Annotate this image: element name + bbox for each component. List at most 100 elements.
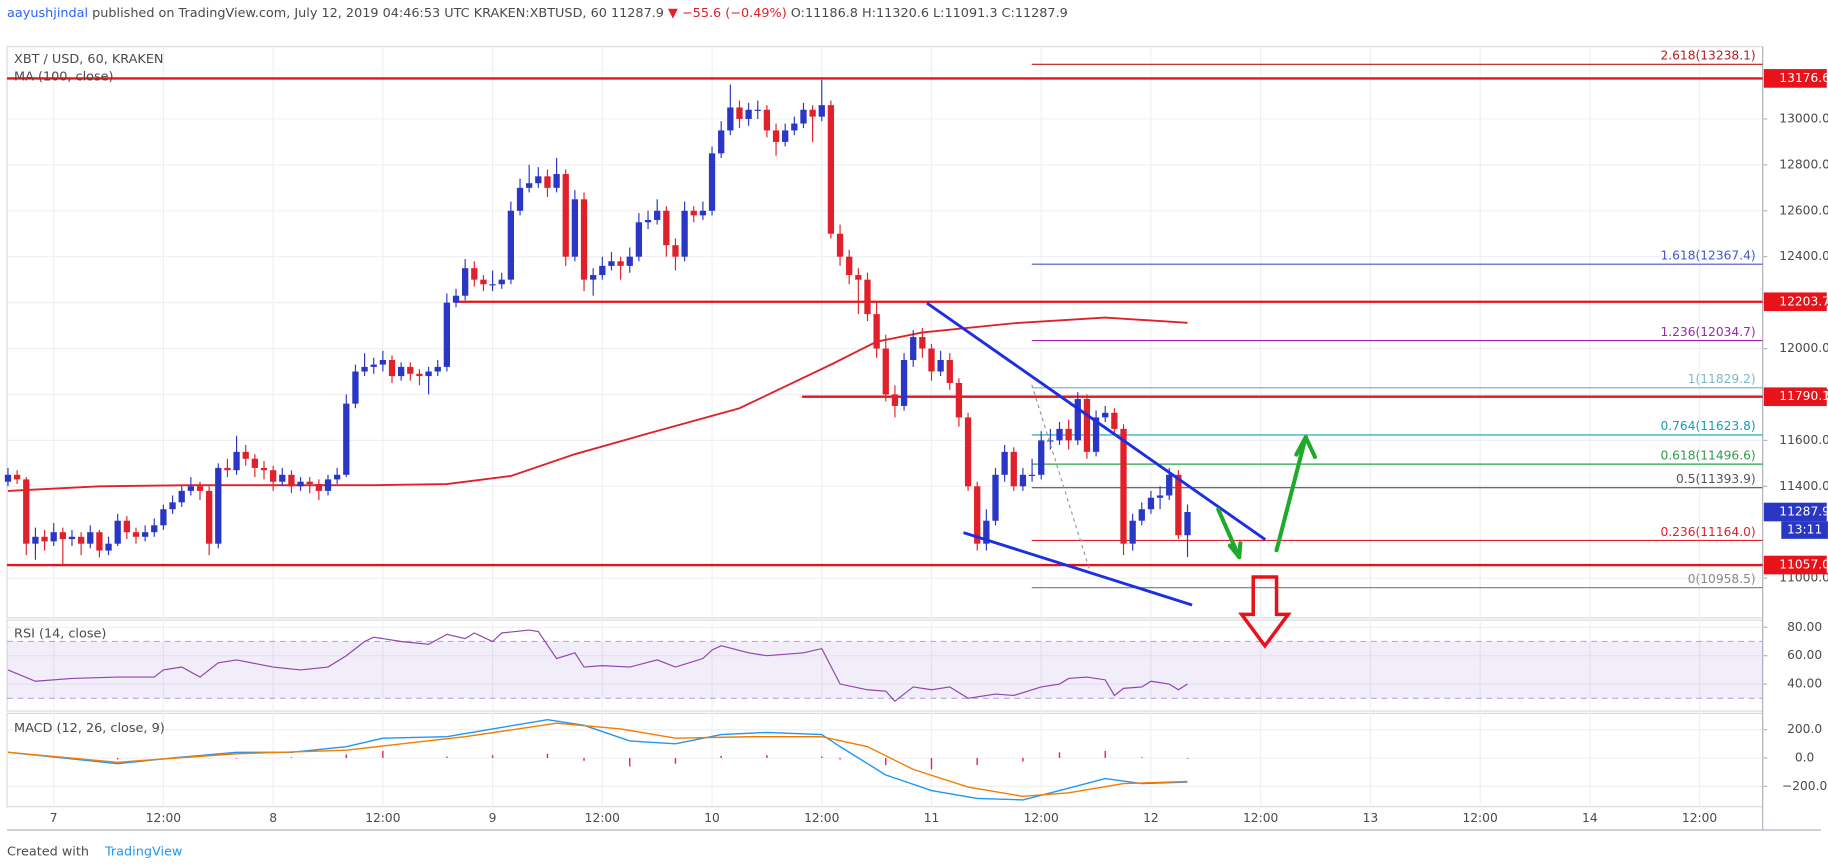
candle-body [910, 337, 917, 361]
fib-label: 0.236(11164.0) [1660, 525, 1755, 539]
candle-body [663, 210, 670, 246]
macd-line [7, 719, 1188, 801]
candle-body [992, 474, 999, 521]
candle-body [827, 105, 835, 234]
candle-body [178, 490, 185, 503]
candle-body [846, 256, 853, 276]
candle-body [1102, 412, 1109, 418]
candle-body [626, 256, 633, 266]
y-tick-label: 0.0 [1795, 750, 1814, 764]
rsi-band [7, 641, 1763, 699]
candle-body [562, 174, 569, 257]
candle-body [964, 417, 972, 487]
x-tick-label: 12:00 [804, 811, 839, 825]
candle-body [708, 153, 716, 211]
candle-body [324, 479, 332, 491]
footer-brand[interactable]: TradingView [104, 845, 182, 860]
x-tick-label: 13 [1363, 811, 1379, 825]
y-tick-label: 12800.0 [1779, 157, 1828, 171]
candle-body [151, 525, 158, 533]
arrow-down-green [1216, 507, 1243, 560]
level-price-label: 12203.7 [1779, 294, 1828, 308]
candle-body [516, 187, 524, 211]
candle-body [59, 532, 66, 540]
candle-body [1056, 428, 1063, 441]
candle-body [983, 520, 990, 544]
candle-body [169, 502, 176, 510]
candle-body [462, 268, 469, 296]
y-tick-label: 13000.0 [1779, 111, 1828, 125]
candle-body [1001, 451, 1008, 475]
candle-body [260, 467, 268, 471]
candle-body [77, 536, 85, 544]
candle-body [690, 210, 697, 216]
candle-body [928, 348, 935, 372]
candle-body [1038, 440, 1045, 475]
candle-body [123, 520, 130, 533]
y-tick-label: 60.00 [1787, 648, 1822, 662]
candle-body [571, 199, 579, 257]
publisher[interactable]: aayushjindal [7, 5, 88, 20]
candle-body [727, 107, 734, 131]
fib-label: 1.618(12367.4) [1660, 249, 1755, 263]
candle-body [818, 105, 825, 117]
candle-body [919, 337, 926, 349]
candle-body [1120, 428, 1127, 544]
x-tick-label: 12:00 [1243, 811, 1278, 825]
candle-body [425, 371, 432, 377]
change: ▼ −55.6 (−0.49%) [668, 5, 787, 20]
candle-body [1028, 474, 1036, 476]
candle-body [1166, 474, 1173, 496]
candle-body [215, 467, 222, 544]
level-price-label: 13176.6 [1779, 71, 1828, 85]
candle-body [388, 360, 396, 377]
fib-label: 1(11829.2) [1688, 372, 1756, 386]
fib-label: 0.618(11496.6) [1660, 448, 1755, 462]
rsi-title: RSI (14, close) [14, 627, 106, 642]
candle-body [315, 483, 323, 491]
candle-body [251, 458, 259, 468]
candle-body [23, 479, 30, 544]
candle-body [599, 265, 606, 276]
x-tick-label: 10 [704, 811, 720, 825]
candle-body [617, 261, 624, 266]
arrow-down-red [1238, 575, 1292, 649]
y-tick-label: 12400.0 [1779, 249, 1828, 263]
candle-body [379, 360, 387, 365]
candle-body [1111, 412, 1118, 429]
candle-body [526, 183, 533, 188]
y-tick-label: 12600.0 [1779, 203, 1828, 217]
candle-body [544, 176, 551, 188]
fib-anchor-line [1031, 384, 1091, 572]
candle-body [864, 279, 871, 315]
level-price-box [1763, 292, 1827, 312]
candle-body [809, 109, 816, 117]
candle-body [1138, 509, 1145, 521]
candle-body [233, 451, 240, 471]
candle-body [763, 109, 771, 131]
candle-body [132, 532, 140, 537]
candle-body [4, 474, 12, 482]
candle-body [699, 210, 707, 216]
candle-body [772, 130, 780, 142]
candle-body [1019, 474, 1027, 487]
candle-body [269, 470, 277, 482]
candle-body [105, 543, 112, 551]
fib-label: 0(10958.5) [1688, 572, 1756, 586]
candle-body [205, 490, 213, 544]
candle-body [334, 474, 341, 480]
candle-body [407, 366, 414, 374]
moving-average [7, 316, 1188, 492]
candle-body [535, 176, 542, 184]
candle-body [1010, 451, 1017, 487]
candle-body [306, 481, 313, 484]
candle-body [13, 474, 21, 480]
fib-label: 1.236(12034.7) [1660, 325, 1755, 339]
x-tick-label: 12 [1143, 811, 1159, 825]
candle-body [1092, 417, 1100, 452]
candle-body [489, 284, 496, 286]
footer-text: Created with [7, 845, 89, 860]
